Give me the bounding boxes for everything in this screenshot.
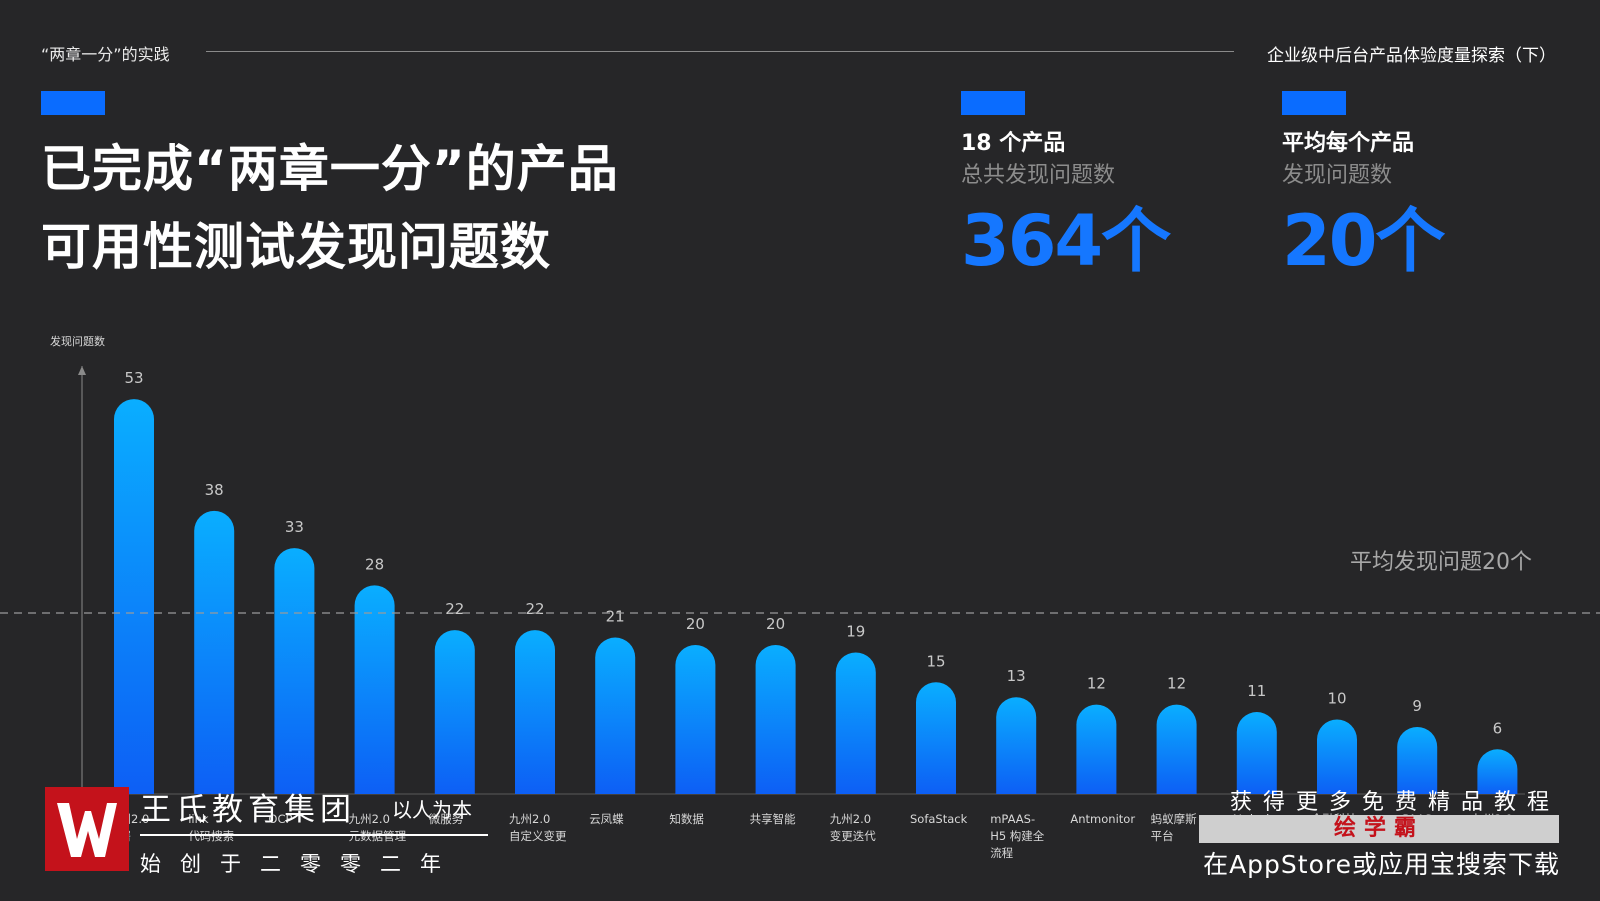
bar (755, 645, 796, 794)
category-label: 微服务 (429, 812, 464, 826)
category-label: mPAAS- (990, 812, 1035, 826)
bar (916, 682, 956, 794)
bar (1477, 749, 1518, 794)
title-accent-bar (41, 91, 105, 115)
bar (1236, 712, 1277, 794)
category-label: 共享智能 (750, 812, 796, 826)
stat-total-value: 364个 (961, 200, 1171, 282)
watermark-founded: 始创于二零零二年 (140, 852, 460, 876)
bar-value-label: 13 (1007, 667, 1026, 685)
bar-value-label: 20 (686, 615, 705, 633)
page-title-line-1: 已完成“两章一分”的产品 (41, 140, 619, 198)
bar (194, 510, 235, 794)
watermark-download: 在AppStore或应用宝搜索下载 (1203, 850, 1560, 879)
bar (675, 645, 716, 794)
watermark-brand: 绘学霸 (1333, 816, 1424, 841)
stat-average: 平均每个产品 发现问题数 20个 (1282, 128, 1445, 286)
y-axis-label: 发现问题数 (50, 335, 105, 348)
category-label: Antmonitor (1070, 812, 1135, 826)
category-label: 蚂蚁摩斯 (1151, 812, 1197, 826)
stat-total: 18 个产品 总共发现问题数 364个 (961, 128, 1171, 286)
average-line-label: 平均发现问题20个 (1350, 550, 1532, 575)
watermark-org-name: 王氏教育集团 (140, 792, 356, 828)
bar-value-label: 28 (365, 555, 384, 573)
stat-average-value: 20个 (1282, 200, 1445, 282)
watermark-logo (45, 787, 129, 871)
category-label: 代码搜索 (188, 829, 234, 843)
bar (1317, 719, 1357, 794)
bar (354, 585, 395, 794)
header-section-title: “两章一分”的实践 (41, 45, 170, 64)
bar-value-label: 53 (124, 369, 143, 387)
header-deck-title: 企业级中后台产品体验度量探索（下） (1267, 46, 1556, 66)
bar (996, 697, 1037, 794)
bar (1156, 704, 1197, 794)
stat-average-sublabel: 发现问题数 (1282, 163, 1393, 188)
category-label: 流程 (990, 846, 1013, 860)
category-label: 九州2.0 (830, 812, 871, 826)
bar-value-label: 22 (525, 600, 544, 618)
category-label: link (188, 812, 209, 826)
category-label: H5 构建全 (990, 829, 1045, 843)
category-label: 元数据管理 (349, 829, 407, 843)
bar-value-label: 9 (1412, 697, 1422, 715)
bar (434, 630, 475, 794)
header-divider (206, 51, 1234, 52)
category-label: 九州2.0 (349, 812, 390, 826)
w-logo-icon (57, 803, 117, 857)
bar (515, 630, 555, 794)
category-label: 平台 (1151, 829, 1174, 843)
bar-value-label: 6 (1493, 719, 1503, 737)
bar-value-label: 33 (285, 518, 304, 536)
stat-average-label: 平均每个产品 (1282, 131, 1415, 156)
bar (274, 548, 315, 794)
bar (595, 637, 636, 794)
stat-total-sublabel: 总共发现问题数 (961, 163, 1116, 188)
watermark-brand-box: 绘学霸 (1199, 815, 1559, 843)
bar-value-label: 12 (1087, 675, 1106, 693)
category-label: 知数据 (669, 812, 704, 826)
category-label: 自定义变更 (509, 829, 567, 843)
y-axis-arrow-icon (78, 366, 86, 375)
bar (1076, 704, 1117, 794)
watermark-slogan: 以人为本 (392, 798, 472, 822)
bar-value-label: 22 (445, 600, 464, 618)
bar-value-label: 15 (926, 652, 945, 670)
watermark-promo: 获得更多免费精品教程 (1229, 790, 1560, 815)
category-label: 变更迭代 (830, 829, 876, 843)
bar-value-label: 20 (766, 615, 785, 633)
stat-accent-bar-average (1282, 91, 1346, 115)
stat-accent-bar-total (961, 91, 1025, 115)
page-title-line-2: 可用性测试发现问题数 (41, 218, 551, 276)
page-title: 已完成“两章一分”的产品 可用性测试发现问题数 (41, 130, 619, 286)
bar-value-label: 11 (1247, 682, 1266, 700)
bar-value-label: 12 (1167, 675, 1186, 693)
bar-value-label: 21 (606, 608, 625, 626)
bar (114, 399, 154, 794)
bar (1397, 726, 1438, 794)
stat-total-label: 18 个产品 (961, 131, 1066, 156)
category-label: OCP (268, 812, 292, 826)
bar-value-label: 19 (846, 622, 865, 640)
bar (835, 652, 876, 794)
category-label: 九州2.0 (509, 812, 550, 826)
watermark-divider (140, 834, 488, 836)
category-label: SofaStack (910, 812, 968, 826)
category-label: 云凤蝶 (589, 812, 624, 826)
bar-value-label: 38 (205, 481, 224, 499)
bar-value-label: 10 (1327, 690, 1346, 708)
